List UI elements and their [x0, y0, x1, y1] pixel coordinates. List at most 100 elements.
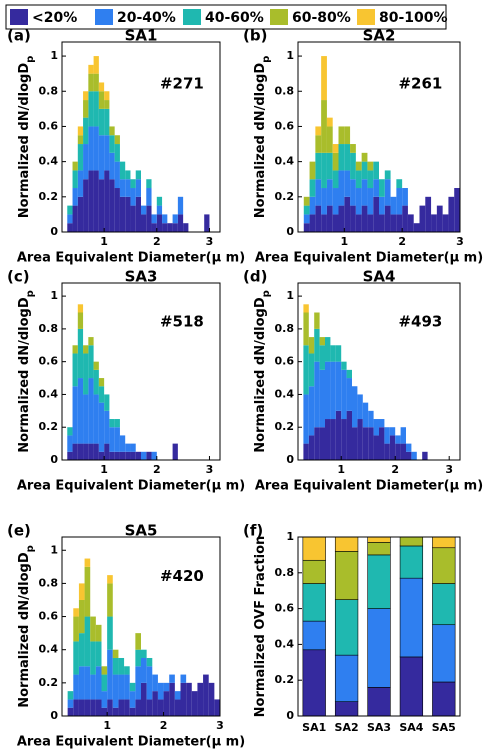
histogram-bar	[319, 337, 325, 346]
histogram-bar	[319, 369, 325, 428]
histogram-bar	[104, 100, 110, 109]
histogram-bar	[314, 312, 320, 329]
y-tick-label: 0.2	[39, 420, 59, 433]
y-tick-label: 0	[50, 225, 58, 238]
histogram-bar	[326, 126, 333, 153]
histogram-bar	[326, 205, 333, 232]
histogram-bar	[119, 161, 126, 180]
histogram-bar	[344, 126, 351, 145]
legend-label: 80-100%	[379, 10, 448, 26]
histogram-bar	[321, 100, 327, 153]
legend-swatch	[357, 9, 375, 25]
histogram-bar	[396, 188, 403, 215]
histogram-bar	[129, 682, 136, 692]
histogram-bar	[67, 699, 74, 708]
histogram-bar	[373, 419, 379, 436]
histogram-bar	[88, 73, 94, 92]
histogram-bar	[151, 223, 157, 232]
histogram-bar	[177, 214, 184, 232]
histogram-bar	[379, 427, 385, 460]
histogram-bar	[315, 152, 322, 180]
histogram-bar	[93, 170, 99, 232]
histogram-bar	[130, 205, 136, 232]
histogram-bar	[303, 196, 310, 206]
x-axis-label: Area Equivalent Diameter(μ m)	[255, 251, 483, 266]
histogram-bar	[98, 82, 105, 92]
histogram-bar	[325, 361, 331, 420]
histogram-bar	[352, 427, 358, 460]
histogram-bar	[146, 179, 152, 189]
histogram-bar	[90, 616, 96, 642]
histogram-bar	[98, 135, 105, 180]
histogram-bar	[109, 179, 115, 232]
histogram-bar	[141, 205, 147, 215]
annotation: #271	[160, 74, 204, 92]
histogram-bar	[77, 378, 84, 444]
histogram-bar	[407, 214, 414, 232]
histogram-bar	[321, 56, 327, 101]
histogram-bar	[361, 152, 368, 162]
histogram-bar	[67, 707, 74, 716]
histogram-bar	[141, 649, 147, 658]
x-tick-label: 1	[100, 235, 108, 248]
histogram-bar	[367, 214, 374, 232]
histogram-bar	[162, 214, 168, 224]
histogram-bar	[406, 451, 412, 460]
y-tick-label: 0.2	[39, 190, 59, 203]
x-tick-label: SA1	[302, 721, 326, 734]
histogram-bar	[169, 674, 175, 683]
y-tick-label: 0.6	[39, 610, 59, 623]
bar-segment	[334, 701, 359, 717]
histogram-bar	[177, 196, 184, 215]
histogram-bar	[411, 451, 417, 460]
histogram-bar	[78, 633, 85, 667]
y-tick-label: 0.4	[275, 155, 295, 168]
histogram-bar	[303, 443, 309, 460]
histogram-bar	[77, 144, 84, 171]
histogram-bar	[104, 135, 110, 171]
histogram-bar	[119, 435, 126, 452]
x-tick-label: 1	[103, 719, 111, 732]
histogram-bar	[114, 451, 120, 460]
histogram-bar	[338, 170, 345, 206]
histogram-bar	[389, 427, 396, 436]
annotation: #261	[398, 74, 442, 92]
histogram-bar	[162, 223, 168, 232]
histogram-bar	[346, 378, 352, 411]
axes-frame	[297, 282, 461, 461]
bar-segment	[334, 599, 359, 656]
y-axis-label-text: Normalized dN/dlogD	[253, 297, 268, 453]
histogram-bar	[67, 451, 73, 460]
histogram-bar	[335, 345, 342, 362]
histogram-bar	[373, 179, 379, 197]
histogram-bar	[98, 108, 105, 136]
histogram-bar	[104, 410, 110, 444]
histogram-bar	[191, 691, 198, 716]
histogram-bar	[157, 682, 164, 700]
y-tick-label: 1	[286, 49, 294, 62]
histogram-bar	[341, 369, 347, 420]
histogram-bar	[431, 214, 437, 232]
histogram-bar	[172, 443, 178, 460]
histogram-bar	[214, 699, 220, 716]
histogram-bar	[321, 152, 327, 189]
histogram-bar	[114, 144, 120, 162]
histogram-bar	[135, 649, 141, 667]
x-tick-label: SA5	[432, 721, 456, 734]
bar-segment	[367, 536, 391, 543]
histogram-bar	[373, 196, 379, 232]
x-axis-label: Area Equivalent Diameter(μ m)	[255, 479, 483, 494]
chart-title: SA3	[125, 268, 158, 286]
histogram-bar	[95, 641, 102, 667]
x-tick-label: 3	[216, 719, 224, 732]
histogram-bar	[183, 223, 189, 232]
histogram-bar	[330, 345, 336, 362]
histogram-bar	[93, 56, 99, 74]
histogram-bar	[78, 583, 85, 600]
histogram-bar	[350, 152, 356, 180]
histogram-bar	[101, 674, 108, 692]
bar-segment	[302, 559, 326, 584]
histogram-bar	[384, 205, 391, 232]
histogram-bar	[77, 312, 84, 329]
chart-title: SA1	[125, 27, 158, 45]
